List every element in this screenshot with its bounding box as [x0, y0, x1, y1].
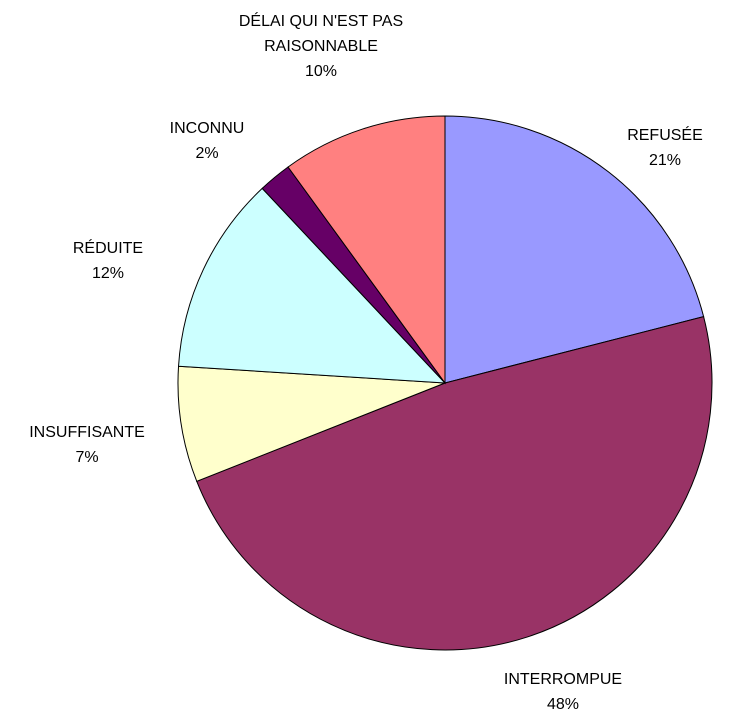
category-name: RÉDUITE	[72, 240, 144, 257]
category-name: DÉLAI QUI N'EST PAS RAISONNABLE	[238, 13, 404, 55]
slice-label: INTERROMPUE 48%	[473, 667, 653, 717]
value-label: 10%	[304, 63, 338, 80]
pie-slice	[177, 365, 446, 482]
value-label: 12%	[91, 265, 125, 282]
slice-label: RÉDUITE 12%	[38, 236, 178, 286]
category-name: INSUFFISANTE	[29, 424, 145, 441]
pie-slice	[287, 115, 446, 385]
slice-label: INSUFFISANTE 7%	[0, 420, 177, 470]
value-label: 2%	[195, 145, 219, 162]
pie-slice	[444, 115, 705, 384]
pie-slice	[196, 315, 713, 651]
value-label: 21%	[648, 152, 682, 169]
slice-label: REFUSÉE 21%	[595, 123, 735, 173]
value-label: 48%	[546, 696, 580, 713]
category-name: INCONNU	[169, 120, 245, 137]
slice-label: DÉLAI QUI N'EST PAS RAISONNABLE 10%	[216, 9, 426, 84]
value-label: 7%	[75, 449, 99, 466]
category-name: REFUSÉE	[627, 127, 703, 144]
slice-label: INCONNU 2%	[137, 116, 277, 166]
category-name: INTERROMPUE	[503, 671, 623, 688]
pie-slice	[177, 187, 447, 384]
